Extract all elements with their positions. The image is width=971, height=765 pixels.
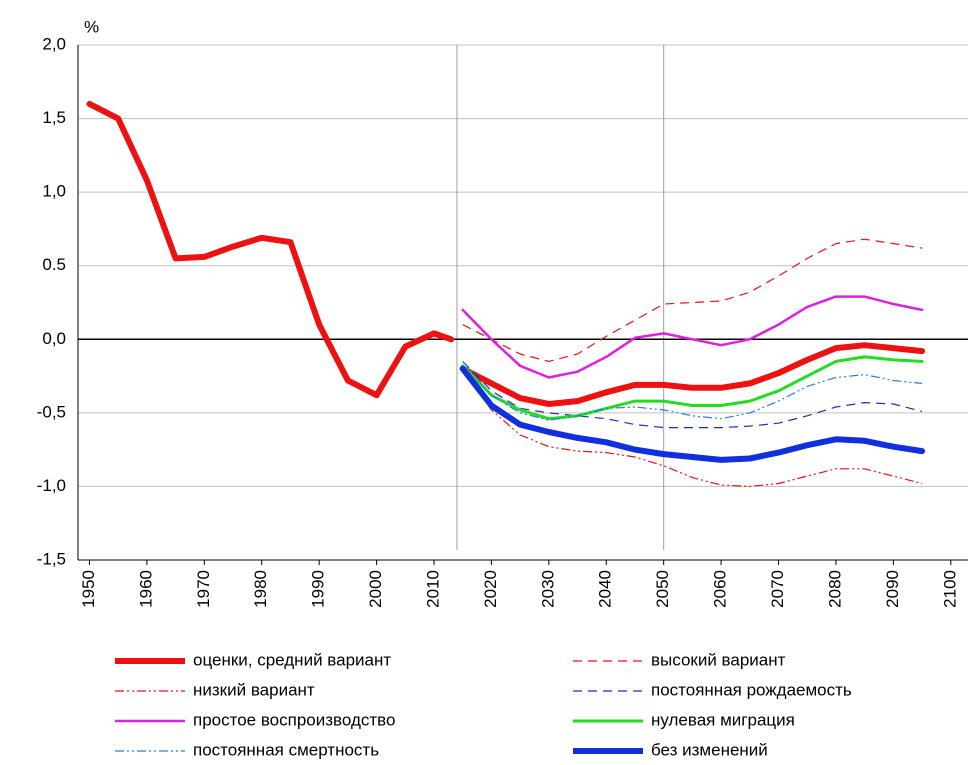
- x-tick-label: 1980: [251, 570, 270, 608]
- x-tick-label: 2040: [596, 570, 615, 608]
- legend-label: простое воспроизводство: [193, 710, 395, 729]
- series-line: [462, 360, 923, 429]
- x-tick-label: 2050: [653, 570, 672, 608]
- series-line: [462, 361, 923, 421]
- x-tick-label: 2060: [711, 570, 730, 608]
- legend-label: высокий вариант: [651, 650, 786, 669]
- y-tick-label: 0.5: [42, 255, 66, 274]
- y-tick-label: 2,0: [42, 34, 66, 53]
- legend-label: без изменений: [651, 740, 768, 759]
- series-line: [461, 295, 924, 379]
- x-tick-label: 2030: [538, 570, 557, 608]
- x-tick-label: 1990: [309, 570, 328, 608]
- series-line: [459, 365, 926, 463]
- series-line: [86, 100, 926, 407]
- legend-label: постоянная рождаемость: [651, 680, 852, 699]
- x-tick-label: 2090: [883, 570, 902, 608]
- x-tick-label: 2070: [768, 570, 787, 608]
- series-line: [462, 368, 923, 487]
- x-tick-label: 1970: [194, 570, 213, 608]
- x-tick-label: 2020: [481, 570, 500, 608]
- y-tick-label: 1,0: [42, 182, 66, 201]
- legend-label: низкий вариант: [193, 680, 315, 699]
- y-tick-label: 1,5: [42, 108, 66, 127]
- x-tick-label: 2100: [940, 570, 959, 608]
- x-tick-label: 2010: [423, 570, 442, 608]
- y-axis-label: %: [84, 17, 99, 36]
- y-tick-label: -1,5: [37, 549, 66, 568]
- x-tick-label: 1950: [79, 570, 98, 608]
- x-tick-label: 2000: [366, 570, 385, 608]
- series-line: [461, 355, 924, 421]
- y-tick-label: -1,0: [37, 476, 66, 495]
- x-tick-label: 2080: [825, 570, 844, 608]
- y-tick-label: -0,5: [37, 402, 66, 421]
- legend-label: оценки, средний вариант: [193, 650, 391, 669]
- y-tick-label: 0,0: [42, 329, 66, 348]
- series-line: [462, 238, 923, 362]
- legend-label: нулевая миграция: [651, 710, 795, 729]
- x-tick-label: 1960: [136, 570, 155, 608]
- legend-label: постоянная смертность: [193, 740, 379, 759]
